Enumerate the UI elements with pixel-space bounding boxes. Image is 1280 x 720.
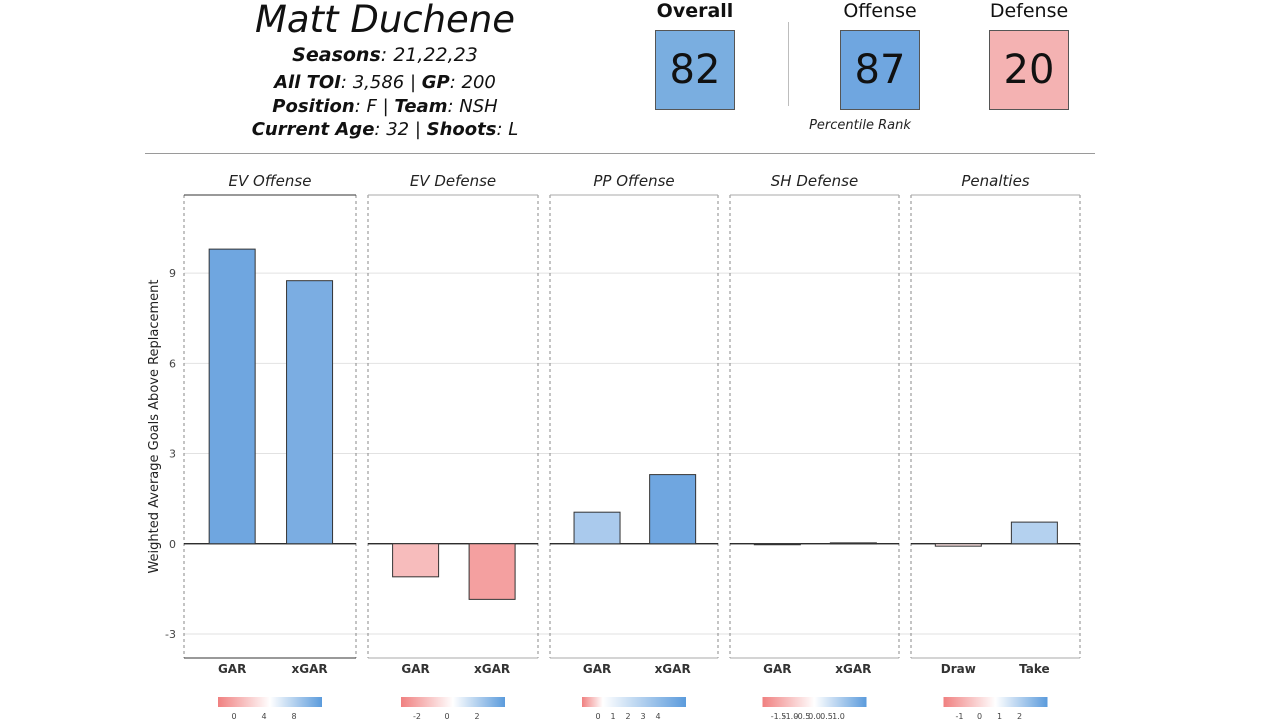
team-label: Team [394, 96, 448, 117]
x-tick-label: Draw [941, 662, 976, 676]
legend-tick-label: -1 [956, 712, 964, 720]
toi-gp-line: All TOI: 3,586 | GP: 200 [274, 72, 496, 93]
team-value: NSH [459, 96, 498, 117]
legend-tick-label: 0 [977, 712, 982, 720]
legend-tick-label: 1 [997, 712, 1002, 720]
bar [649, 474, 697, 545]
legend-tick-label: 0.0 [808, 712, 821, 720]
bar [1010, 521, 1058, 545]
panel-title: SH Defense [771, 172, 858, 190]
y-tick-label: 6 [169, 357, 176, 370]
ratings-divider [788, 22, 789, 106]
y-tick-label: 0 [169, 538, 176, 551]
overall-rating-box: 82 [655, 30, 735, 110]
shoots-label: Shoots [426, 119, 497, 140]
color-legend-bar [762, 697, 867, 707]
panel-title: EV Defense [410, 172, 496, 190]
gar-chart: -3 0 3 6 9 Weighted Average Goals Above Repla… [147, 172, 1081, 720]
color-legend-bar [218, 697, 322, 707]
color-legend-bar [582, 697, 686, 707]
x-tick-label: Take [1019, 662, 1050, 676]
position-label: Position [272, 96, 355, 117]
y-tick-label: -3 [165, 628, 176, 641]
x-tick-label: GAR [763, 662, 791, 676]
legend-tick-label: -0.5 [795, 712, 811, 720]
bar [208, 248, 256, 545]
legend-tick-label: -2 [413, 712, 421, 720]
gp-value: 200 [461, 72, 496, 93]
bar [573, 511, 621, 545]
x-tick-label: xGAR [835, 662, 871, 676]
legend-tick-label: 4 [655, 712, 660, 720]
legend-tick-label: 2 [1017, 712, 1022, 720]
position-value: F [366, 96, 377, 117]
bar [753, 543, 801, 546]
panel-title: EV Offense [229, 172, 312, 190]
header-divider [145, 153, 1095, 154]
overall-label: Overall [656, 0, 734, 22]
defense-rating-box: 20 [989, 30, 1069, 110]
seasons-line: Seasons: 21,22,23 [292, 44, 478, 66]
player-name: Matt Duchene [254, 0, 516, 41]
legend-tick-label: 8 [291, 712, 296, 720]
legend-tick-label: 2 [474, 712, 479, 720]
color-legend-bar [401, 697, 505, 707]
legend-tick-label: -1.0 [783, 712, 799, 720]
offense-label: Offense [843, 0, 917, 22]
percentile-rank-label: Percentile Rank [809, 118, 911, 133]
y-axis-label: Weighted Average Goals Above Replacement [147, 279, 162, 573]
toi-value: 3,586 [352, 72, 405, 93]
seasons-label: Seasons [292, 44, 381, 66]
toi-label: All TOI [274, 72, 341, 93]
legend-tick-label: 0 [231, 712, 236, 720]
bar [934, 543, 982, 547]
panel-title: Penalties [961, 172, 1029, 190]
bar [392, 543, 440, 578]
y-tick-label: 9 [169, 267, 176, 280]
shoots-value: L [508, 119, 519, 140]
panel-title: PP Offense [593, 172, 674, 190]
age-label: Current Age [251, 119, 375, 140]
legend-tick-label: 2 [625, 712, 630, 720]
x-tick-label: GAR [401, 662, 429, 676]
color-legend-bar [943, 697, 1048, 707]
legend-tick-label: 3 [640, 712, 645, 720]
x-tick-label: GAR [583, 662, 611, 676]
bar [286, 280, 334, 545]
age-value: 32 [386, 119, 410, 140]
position-team-line: Position: F | Team: NSH [272, 96, 498, 117]
x-tick-label: xGAR [474, 662, 510, 676]
y-tick-label: 3 [169, 448, 176, 461]
legend-tick-label: 0 [595, 712, 600, 720]
age-shoots-line: Current Age: 32 | Shoots: L [251, 119, 519, 140]
offense-rating-box: 87 [840, 30, 920, 110]
gp-label: GP [421, 72, 450, 93]
bar [829, 542, 877, 545]
legend-tick-label: 0 [444, 712, 449, 720]
seasons-value: 21,22,23 [393, 44, 478, 66]
bar [468, 543, 516, 600]
x-tick-label: xGAR [655, 662, 691, 676]
legend-tick-label: 1.0 [832, 712, 845, 720]
legend-tick-label: 1 [610, 712, 615, 720]
defense-label: Defense [989, 0, 1069, 22]
x-tick-label: xGAR [291, 662, 327, 676]
legend-tick-label: 0.5 [820, 712, 833, 720]
legend-tick-label: -1.5 [771, 712, 787, 720]
x-tick-label: GAR [218, 662, 246, 676]
legend-tick-label: 4 [261, 712, 266, 720]
